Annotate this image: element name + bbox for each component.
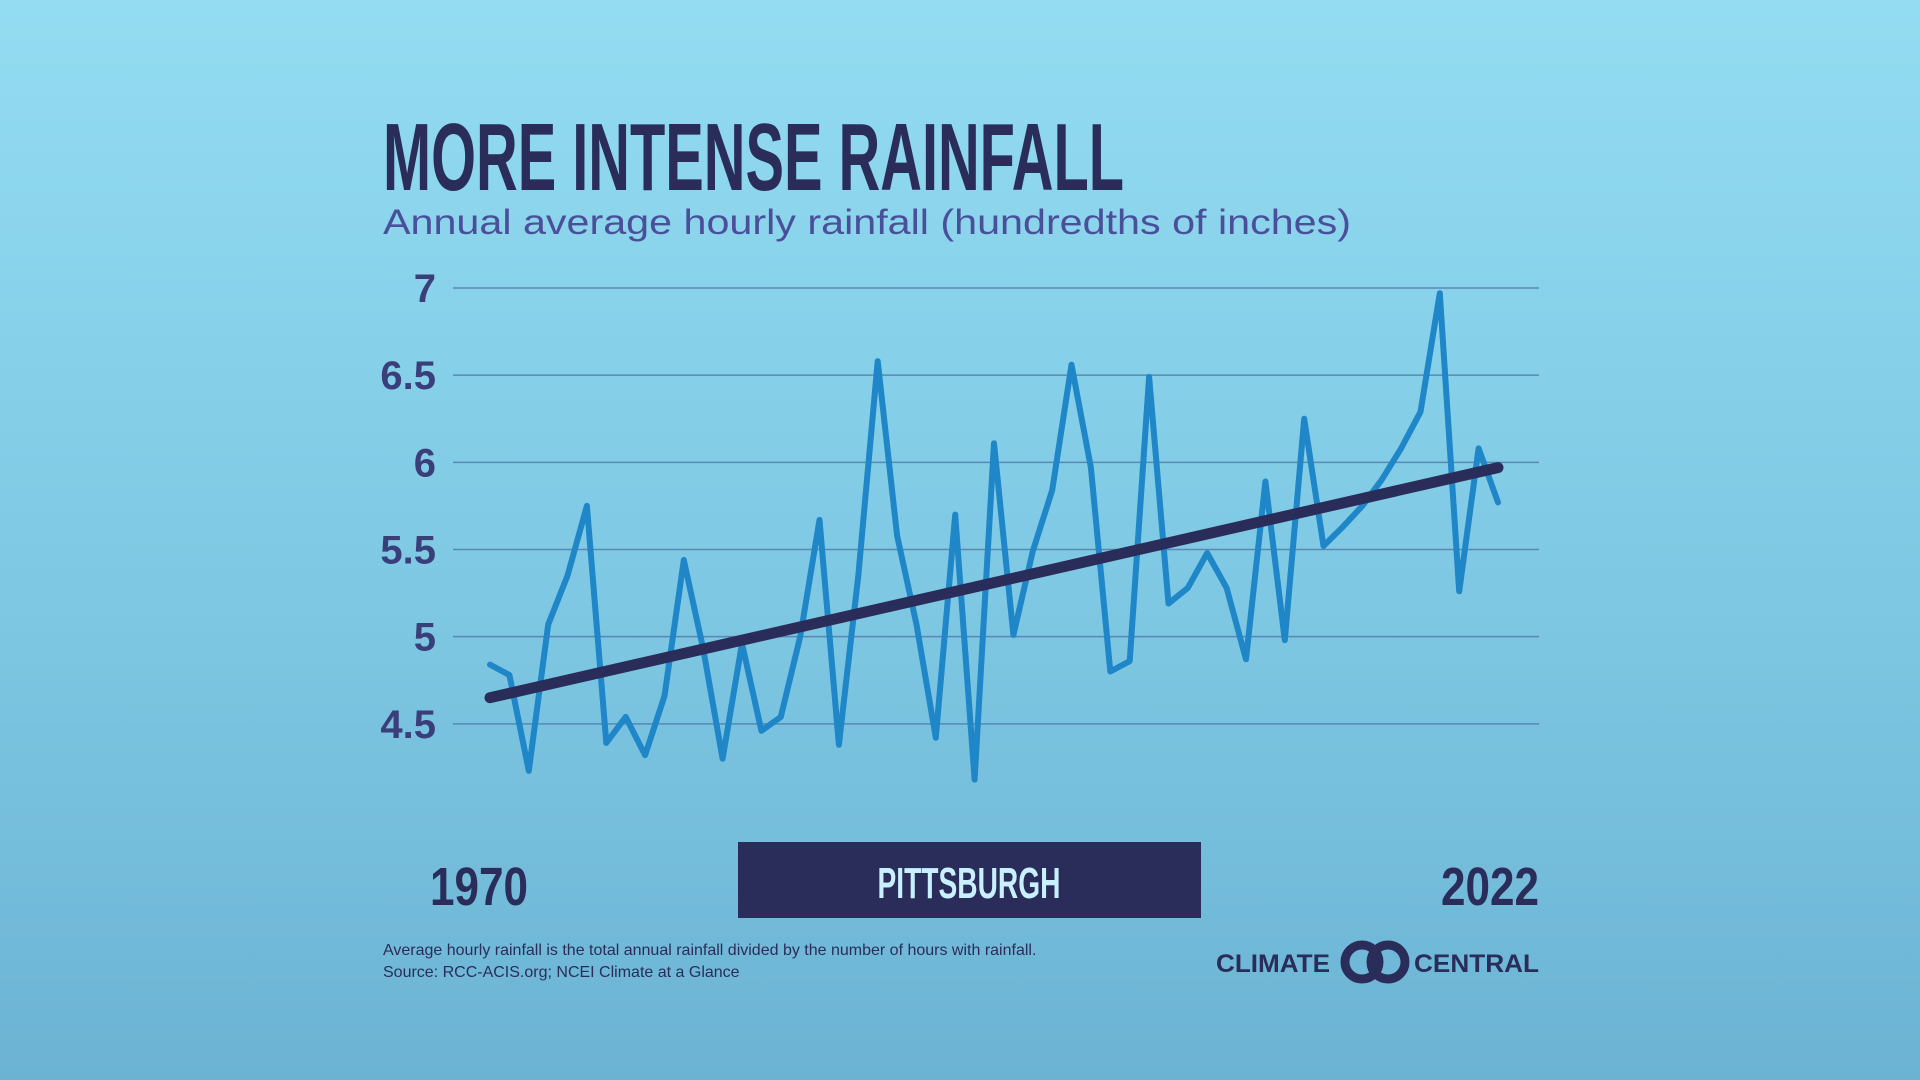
- y-tick-label: 7: [414, 267, 436, 311]
- y-tick-label: 6.5: [380, 354, 436, 398]
- y-tick-label: 6: [414, 441, 436, 485]
- footnote: Average hourly rainfall is the total ann…: [383, 942, 1036, 959]
- y-tick-label: 5: [414, 616, 436, 660]
- location-box: [738, 842, 1201, 918]
- brand-word: CLIMATE: [1216, 950, 1330, 978]
- y-tick-label: 5.5: [380, 529, 436, 573]
- data-line: [487, 290, 1501, 783]
- brand-logo: [1340, 940, 1410, 984]
- location-label: PITTSBURGH: [878, 859, 1061, 908]
- brand-word: CENTRAL: [1414, 950, 1539, 978]
- trend-line: [484, 462, 1504, 704]
- chart-title: MORE INTENSE RAINFALL: [383, 104, 1124, 211]
- footnote: Source: RCC-ACIS.org; NCEI Climate at a …: [383, 964, 740, 981]
- chart-subtitle: Annual average hourly rainfall (hundredt…: [383, 203, 1351, 242]
- x-tick-label: 1970: [430, 857, 528, 917]
- x-tick-label: 2022: [1441, 857, 1539, 917]
- y-tick-label: 4.5: [380, 703, 436, 747]
